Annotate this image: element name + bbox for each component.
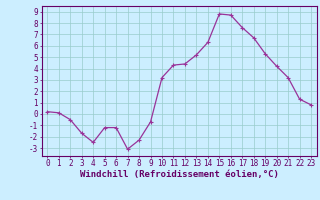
X-axis label: Windchill (Refroidissement éolien,°C): Windchill (Refroidissement éolien,°C)	[80, 170, 279, 179]
